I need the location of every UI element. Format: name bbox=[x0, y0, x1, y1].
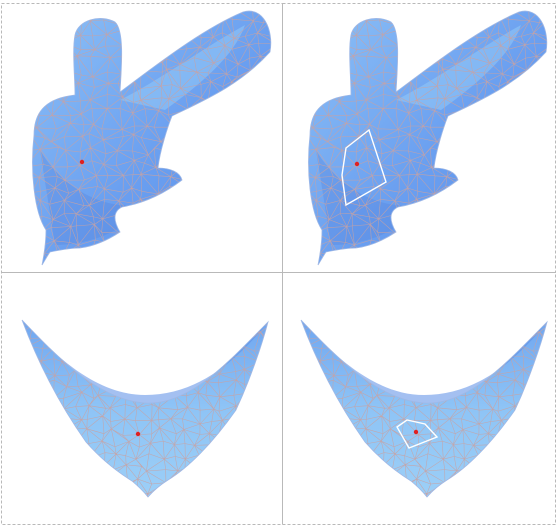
panel-top-right-border bbox=[282, 3, 556, 273]
selected-vertex-marker bbox=[354, 161, 360, 167]
bunny-mesh-top-right bbox=[308, 10, 548, 266]
vertex-patch-outline bbox=[396, 419, 439, 449]
vertex-patch-outline bbox=[341, 128, 387, 207]
selected-vertex-marker bbox=[135, 431, 141, 437]
selected-vertex-marker bbox=[413, 429, 419, 435]
saddle-mesh bbox=[21, 319, 269, 498]
bunny-mesh-top-left bbox=[32, 10, 272, 266]
panel-borders bbox=[1, 3, 556, 525]
panel-bottom-right-border bbox=[282, 272, 556, 525]
panel-bottom-left-border bbox=[1, 272, 283, 525]
saddle-mesh-bottom-right bbox=[300, 319, 548, 498]
selected-vertex-marker bbox=[79, 159, 85, 165]
saddle-mesh-bottom-left bbox=[21, 319, 269, 498]
saddle-mesh bbox=[300, 319, 548, 498]
bunny-mesh bbox=[308, 10, 548, 266]
bunny-mesh bbox=[32, 10, 272, 266]
